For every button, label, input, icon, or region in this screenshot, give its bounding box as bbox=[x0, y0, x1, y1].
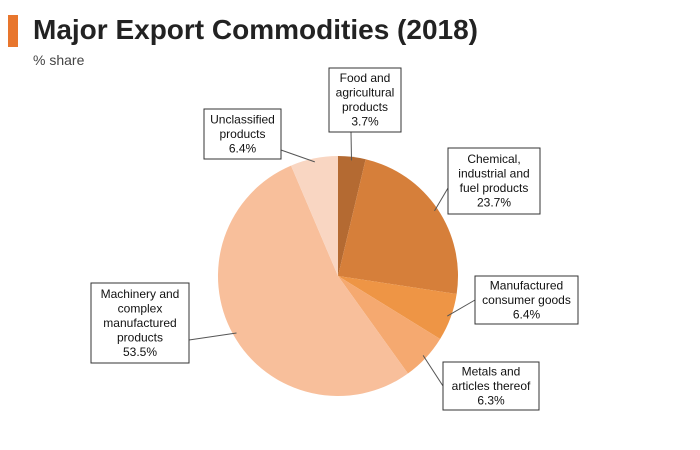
slice-label: Machinery andcomplexmanufacturedproducts… bbox=[90, 282, 190, 364]
leader-lines bbox=[188, 131, 476, 387]
slice-category-label: products bbox=[219, 127, 265, 141]
pie-slice bbox=[291, 156, 338, 276]
slice-category-label: agricultural bbox=[336, 86, 395, 100]
pie-slice bbox=[217, 165, 408, 397]
slice-category-label: Unclassified bbox=[210, 112, 275, 126]
slice-labels: Food andagriculturalproducts3.7%Chemical… bbox=[90, 67, 579, 411]
slice-category-label: complex bbox=[118, 301, 163, 315]
label-box bbox=[203, 108, 282, 160]
pie-slice bbox=[338, 156, 366, 276]
label-box bbox=[328, 67, 402, 133]
slice-category-label: Machinery and bbox=[101, 287, 180, 301]
leader-line bbox=[280, 149, 315, 163]
pie-slice bbox=[338, 159, 459, 295]
label-box bbox=[442, 361, 540, 411]
leader-line bbox=[434, 187, 449, 212]
label-box bbox=[90, 282, 190, 364]
pie-slice bbox=[338, 276, 441, 374]
slice-value-label: 6.4% bbox=[229, 141, 257, 155]
slice-category-label: fuel products bbox=[460, 181, 529, 195]
slice-value-label: 53.5% bbox=[123, 345, 157, 359]
leader-line bbox=[447, 299, 476, 317]
slice-category-label: industrial and bbox=[458, 167, 529, 181]
leader-line bbox=[422, 355, 444, 387]
label-box bbox=[447, 147, 541, 215]
slice-category-label: Chemical, bbox=[467, 152, 520, 166]
leader-line bbox=[350, 131, 352, 161]
slice-category-label: manufactured bbox=[103, 316, 176, 330]
slice-category-label: consumer goods bbox=[482, 293, 571, 307]
slice-category-label: Food and bbox=[340, 71, 391, 85]
pie-slice bbox=[338, 276, 457, 340]
slice-category-label: Metals and bbox=[462, 364, 521, 378]
slice-category-label: articles thereof bbox=[452, 379, 531, 393]
chart-title: Major Export Commodities (2018) bbox=[33, 14, 478, 45]
pie-slices bbox=[217, 156, 459, 397]
slice-value-label: 6.4% bbox=[513, 307, 541, 321]
leader-line bbox=[188, 332, 237, 341]
chart-subtitle: % share bbox=[33, 52, 85, 68]
slice-value-label: 3.7% bbox=[351, 115, 379, 129]
slice-value-label: 23.7% bbox=[477, 196, 511, 210]
title-accent-bar bbox=[8, 15, 18, 47]
slice-category-label: products bbox=[117, 330, 163, 344]
slice-category-label: Manufactured bbox=[490, 278, 563, 292]
slice-value-label: 6.3% bbox=[477, 393, 505, 407]
slice-category-label: products bbox=[342, 100, 388, 114]
label-box bbox=[474, 275, 579, 325]
